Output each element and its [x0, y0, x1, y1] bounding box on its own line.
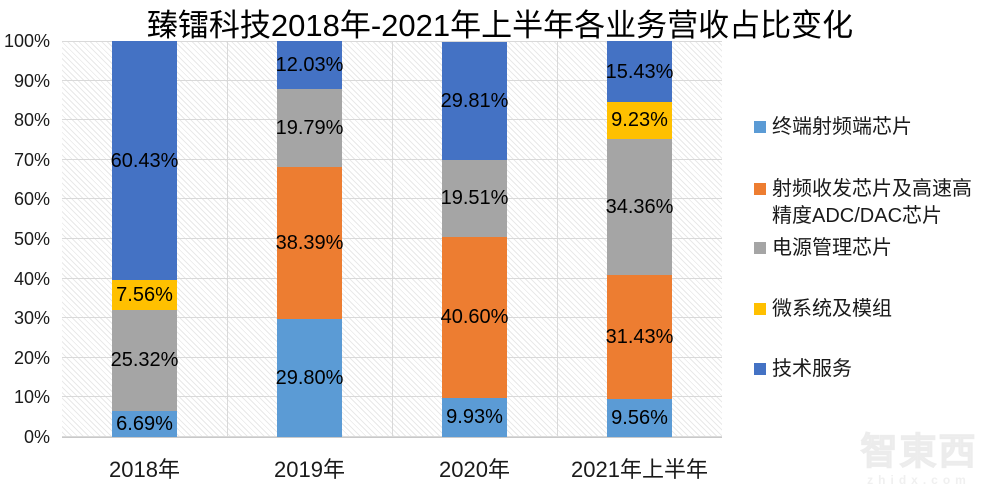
data-label: 6.69% — [116, 412, 173, 435]
data-label: 29.81% — [440, 89, 509, 112]
y-axis-tick-label: 90% — [13, 70, 50, 91]
bar-segment: 6.69% — [112, 410, 177, 437]
data-label: 60.43% — [110, 149, 179, 172]
bar-segment: 29.81% — [440, 41, 509, 160]
x-axis-tick-label: 2021年上半年 — [571, 457, 708, 482]
data-label: 25.32% — [110, 349, 179, 372]
y-axis-tick-label: 10% — [13, 387, 50, 408]
bar-segment: 9.23% — [607, 102, 672, 139]
bar-segment: 38.39% — [275, 166, 344, 319]
y-axis-tick-label: 50% — [13, 229, 50, 249]
legend-label: 技术服务 — [772, 358, 852, 380]
legend-item: 电源管理芯片 — [754, 235, 892, 262]
plot-area: 6.69% 25.32% 7.56% 60.43% 29.80% 38.39% 19.79%… — [62, 41, 722, 438]
data-label: 19.51% — [440, 187, 509, 210]
bar-segment: 9.56% — [607, 399, 672, 437]
bar-segment: 40.60% — [440, 236, 509, 398]
y-axis-tick-label: 20% — [13, 347, 50, 368]
stacked-bar-2021年上半年: 9.56% 31.43% 34.36% 9.23% 15.43% — [605, 41, 674, 437]
bar-segment: 29.80% — [275, 319, 344, 437]
data-label: 9.23% — [611, 109, 668, 132]
y-axis-tick-label: 30% — [13, 308, 50, 329]
y-axis-tick-label: 40% — [13, 268, 50, 289]
legend-item: 微系统及模组 — [754, 296, 892, 323]
vertical-gridline — [226, 41, 228, 437]
x-axis-tick-label: 2018年 — [109, 457, 180, 482]
data-label: 31.43% — [605, 325, 674, 348]
bar-segment: 15.43% — [605, 41, 674, 103]
legend-item: 射频收发芯片及高速高 精度ADC/DAC芯片 — [754, 176, 972, 230]
data-label: 7.56% — [116, 284, 173, 307]
bar-segment: 34.36% — [605, 138, 674, 275]
x-axis-tick-label: 2020年 — [439, 457, 510, 482]
legend-item: 技术服务 — [754, 356, 852, 383]
y-axis-tick-label: 70% — [13, 149, 50, 170]
stacked-bar-2019年: 29.80% 38.39% 19.79% 12.03% — [275, 41, 344, 437]
bar-segment: 7.56% — [112, 280, 177, 311]
bar-segment: 19.51% — [440, 159, 509, 237]
data-label: 9.56% — [611, 407, 668, 430]
data-label: 12.03% — [275, 53, 344, 76]
legend-label: 电源管理芯片 — [772, 237, 892, 259]
vertical-gridline — [391, 41, 393, 437]
bar-segment: 60.43% — [110, 41, 179, 281]
legend-marker-swatch — [754, 183, 766, 195]
legend-marker-swatch — [754, 121, 766, 133]
legend-marker-swatch — [754, 303, 766, 315]
bar-segment: 31.43% — [605, 274, 674, 400]
vertical-gridline — [556, 41, 558, 437]
bar-segment: 9.93% — [442, 397, 507, 437]
data-label: 15.43% — [605, 60, 674, 83]
data-label: 34.36% — [605, 195, 674, 218]
data-label: 9.93% — [446, 406, 503, 429]
chart-title: 臻镭科技2018年-2021年上半年各业务营收占比变化 — [146, 8, 854, 43]
x-axis-tick-label: 2019年 — [274, 457, 345, 482]
bar-segment: 25.32% — [110, 310, 179, 411]
legend-label: 微系统及模组 — [772, 298, 892, 320]
y-axis-tick-label: 100% — [3, 31, 50, 51]
bar-segment: 19.79% — [275, 88, 344, 167]
stacked-bar-2020年: 9.93% 40.60% 19.51% 29.81% — [440, 41, 509, 437]
legend-item: 终端射频端芯片 — [754, 114, 912, 141]
legend-marker-swatch — [754, 363, 766, 375]
data-label: 40.60% — [440, 306, 509, 329]
data-label: 38.39% — [275, 231, 344, 254]
data-label: 19.79% — [275, 116, 344, 139]
bar-segment: 12.03% — [275, 41, 344, 89]
legend-marker-swatch — [754, 242, 766, 254]
stacked-bar-2018年: 6.69% 25.32% 7.56% 60.43% — [110, 41, 179, 437]
data-label: 29.80% — [275, 367, 344, 389]
y-axis-tick-label: 80% — [13, 110, 50, 131]
y-axis-tick-label: 0% — [23, 427, 50, 447]
legend-label: 射频收发芯片及高速高 精度ADC/DAC芯片 — [772, 178, 972, 227]
y-axis-tick-label: 60% — [13, 189, 50, 210]
legend: 终端射频端芯片射频收发芯片及高速高 精度ADC/DAC芯片电源管理芯片 微系统及模组… — [742, 0, 1000, 489]
legend-label: 终端射频端芯片 — [772, 116, 912, 138]
